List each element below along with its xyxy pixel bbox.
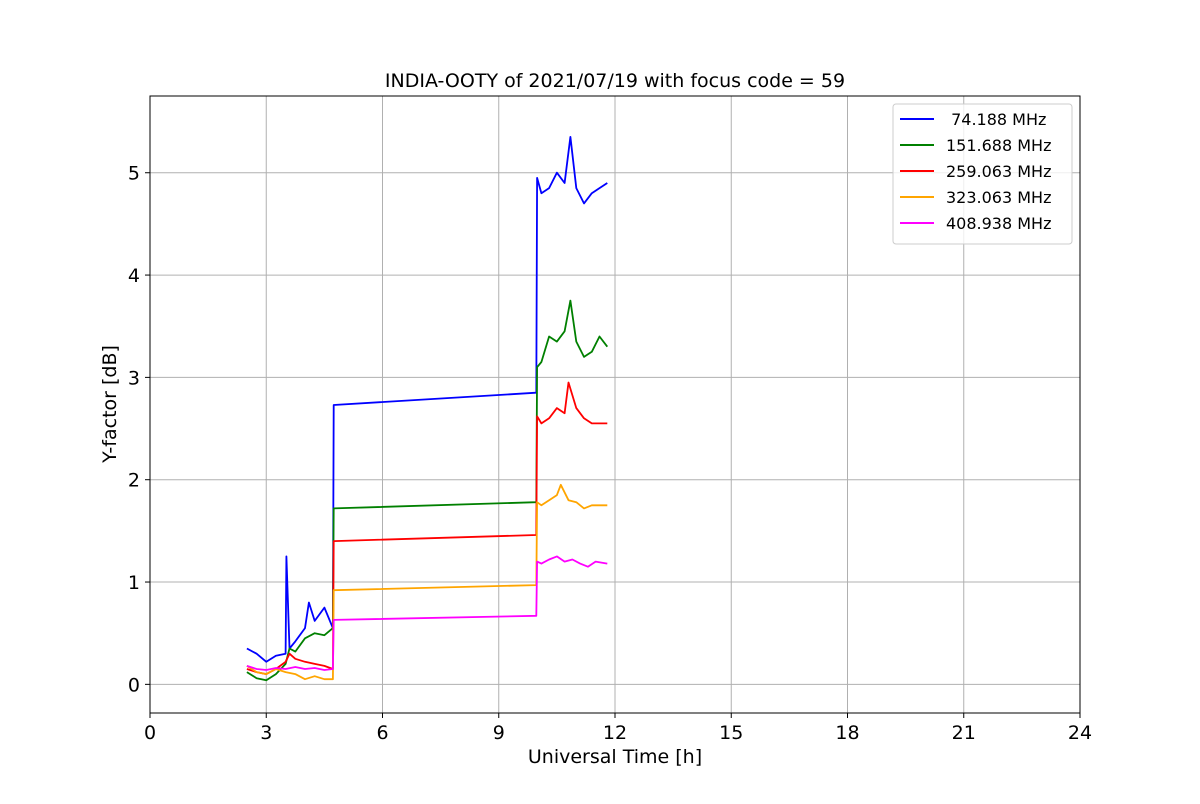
x-tick-label: 18 <box>835 722 859 744</box>
x-tick-label: 12 <box>603 722 627 744</box>
x-tick-label: 21 <box>952 722 976 744</box>
x-tick-label: 24 <box>1068 722 1092 744</box>
x-tick-label: 0 <box>144 722 156 744</box>
y-axis-label: Y-factor [dB] <box>99 345 121 464</box>
legend-label-2: 151.688 MHz <box>946 136 1051 155</box>
y-tick-label: 0 <box>128 674 140 696</box>
legend-label-1: 74.188 MHz <box>946 110 1046 129</box>
legend: 74.188 MHz 151.688 MHz 259.063 MHz 323.063 … <box>892 103 1073 245</box>
series-line-3 <box>246 381 608 675</box>
y-tick-label: 5 <box>128 163 140 185</box>
y-tick-label: 3 <box>128 367 140 389</box>
chart-title: INDIA-OOTY of 2021/07/19 with focus code… <box>385 70 845 92</box>
series-line-2 <box>246 299 609 682</box>
series-layer <box>246 135 609 682</box>
y-tick-label: 1 <box>128 572 140 594</box>
x-tick-label: 6 <box>376 722 388 744</box>
legend-frame <box>892 103 1073 245</box>
x-tick-label: 9 <box>493 722 505 744</box>
series-line-5 <box>246 555 608 671</box>
y-tick-label: 2 <box>128 470 140 492</box>
x-tick-label: 3 <box>260 722 272 744</box>
x-tick-label: 15 <box>719 722 743 744</box>
legend-label-5: 408.938 MHz <box>946 214 1051 233</box>
y-tick-label: 4 <box>128 265 140 287</box>
legend-label-3: 259.063 MHz <box>946 162 1051 181</box>
x-axis-label: Universal Time [h] <box>528 746 702 768</box>
legend-label-4: 323.063 MHz <box>946 188 1051 207</box>
